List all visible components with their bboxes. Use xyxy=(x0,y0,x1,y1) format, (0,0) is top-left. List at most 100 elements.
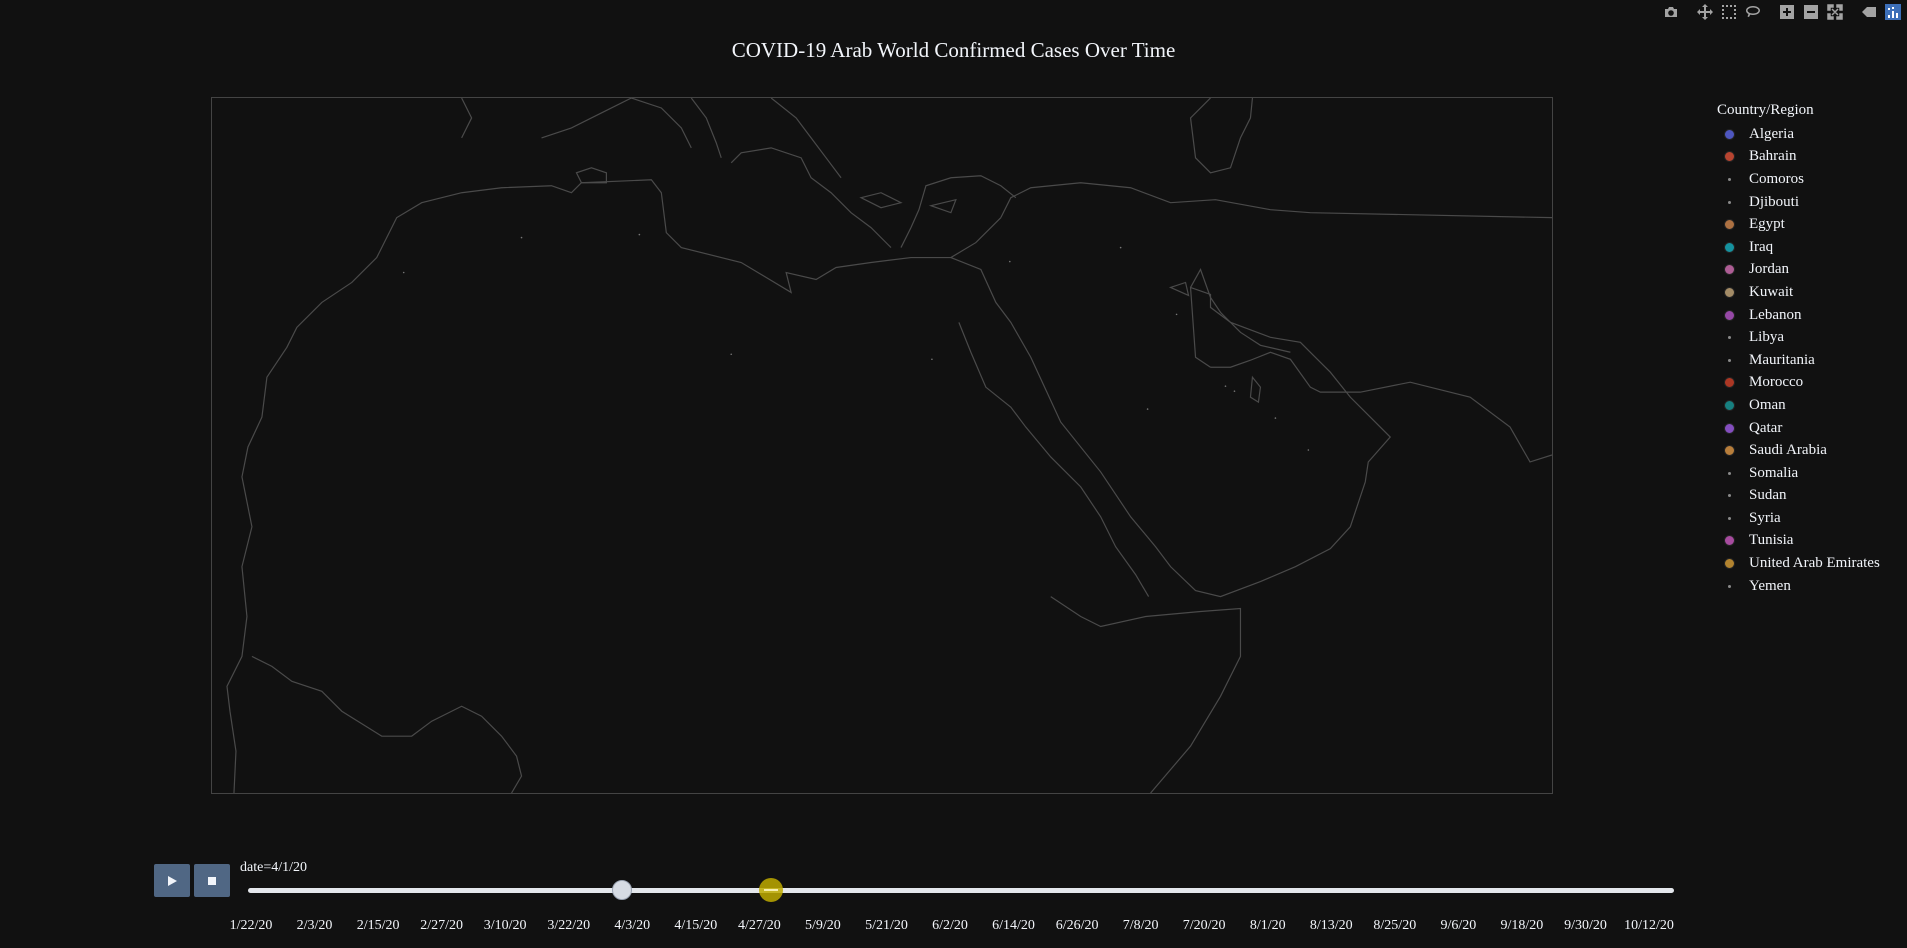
legend-label: Saudi Arabia xyxy=(1749,442,1827,459)
slider-tick-label[interactable]: 7/20/20 xyxy=(1182,918,1226,933)
legend-item[interactable]: Sudan xyxy=(1710,485,1880,508)
legend-dot-icon xyxy=(1723,535,1735,547)
zoom-out-icon[interactable] xyxy=(1801,2,1821,22)
lasso-icon[interactable] xyxy=(1743,2,1763,22)
slider-tick-label[interactable]: 4/15/20 xyxy=(674,918,718,933)
slider-tick-label[interactable]: 5/9/20 xyxy=(805,918,841,933)
marker-bahrain xyxy=(1224,385,1227,387)
slider-tick-label[interactable]: 6/14/20 xyxy=(992,918,1035,933)
legend-label: United Arab Emirates xyxy=(1749,555,1880,572)
slider-tick-label[interactable]: 10/12/20 xyxy=(1624,918,1674,933)
slider-tick-label[interactable]: 1/22/20 xyxy=(229,918,273,933)
legend-dot-icon xyxy=(1727,177,1731,181)
camera-icon[interactable] xyxy=(1661,2,1681,22)
map-svg xyxy=(226,98,1552,793)
slider-tick-label[interactable]: 9/6/20 xyxy=(1440,918,1477,933)
legend-dot-icon xyxy=(1723,445,1735,457)
legend-item[interactable]: Qatar xyxy=(1710,417,1880,440)
legend-marker xyxy=(1710,584,1748,588)
legend-item[interactable]: United Arab Emirates xyxy=(1710,552,1880,575)
hover-closest-icon[interactable] xyxy=(1859,2,1879,22)
slider-track[interactable] xyxy=(248,878,1674,902)
marker-algeria xyxy=(520,236,523,239)
slider-tick-label[interactable]: 8/25/20 xyxy=(1373,918,1417,933)
legend-item[interactable]: Kuwait xyxy=(1710,281,1880,304)
legend-item[interactable]: Yemen xyxy=(1710,575,1880,598)
geo-map[interactable] xyxy=(211,97,1553,794)
legend-item[interactable]: Lebanon xyxy=(1710,304,1880,327)
legend-label: Algeria xyxy=(1749,125,1794,142)
zoom-in-icon[interactable] xyxy=(1777,2,1797,22)
legend-item[interactable]: Mauritania xyxy=(1710,349,1880,372)
legend-label: Jordan xyxy=(1749,261,1789,278)
legend-item[interactable]: Iraq xyxy=(1710,236,1880,259)
legend-item[interactable]: Tunisia xyxy=(1710,530,1880,553)
slider-tick-label[interactable]: 4/3/20 xyxy=(614,918,651,933)
legend-marker xyxy=(1710,422,1748,434)
slider-tick-label[interactable]: 9/30/20 xyxy=(1564,918,1607,933)
slider-tick-label[interactable]: 4/27/20 xyxy=(737,918,781,933)
legend-label: Libya xyxy=(1749,329,1784,346)
slider-hover-pointer[interactable] xyxy=(759,878,783,902)
slider-tick-label[interactable]: 8/1/20 xyxy=(1249,918,1286,933)
slider-current-value: date=4/1/20 xyxy=(240,860,307,875)
legend-item[interactable]: Oman xyxy=(1710,394,1880,417)
slider-tick-label[interactable]: 3/22/20 xyxy=(547,918,591,933)
slider-tick-label[interactable]: 2/27/20 xyxy=(420,918,464,933)
legend-label: Yemen xyxy=(1749,577,1791,594)
slider-tick-label[interactable]: 7/8/20 xyxy=(1122,918,1159,933)
box-select-icon[interactable] xyxy=(1719,2,1739,22)
legend-item[interactable]: Djibouti xyxy=(1710,191,1880,214)
legend-marker xyxy=(1710,471,1748,475)
slider-tick-label[interactable]: 9/18/20 xyxy=(1500,918,1544,933)
legend-dot-icon xyxy=(1723,399,1735,411)
legend-item[interactable]: Bahrain xyxy=(1710,146,1880,169)
legend-marker xyxy=(1710,358,1748,362)
marker-uae xyxy=(1274,417,1277,419)
slider-tick-label[interactable]: 2/15/20 xyxy=(356,918,400,933)
legend-dot-icon xyxy=(1723,422,1735,434)
legend-item[interactable]: Egypt xyxy=(1710,213,1880,236)
legend-dot-icon xyxy=(1723,309,1735,321)
legend-label: Oman xyxy=(1749,396,1786,413)
legend-dot-icon xyxy=(1723,377,1735,389)
legend-item[interactable]: Libya xyxy=(1710,326,1880,349)
marker-syria xyxy=(1119,246,1122,249)
slider-tick-label[interactable]: 6/26/20 xyxy=(1055,918,1099,933)
stop-icon xyxy=(208,876,216,885)
play-button[interactable] xyxy=(154,864,190,897)
legend-item[interactable]: Syria xyxy=(1710,507,1880,530)
legend-label: Syria xyxy=(1749,509,1781,526)
legend: Country/Region Algeria Bahrain Comoros Djib… xyxy=(1710,102,1880,597)
legend-item[interactable]: Jordan xyxy=(1710,259,1880,282)
slider-tick-label[interactable]: 3/10/20 xyxy=(483,918,527,933)
legend-title: Country/Region xyxy=(1717,102,1814,118)
stop-button[interactable] xyxy=(194,864,230,897)
slider-tick-label[interactable]: 6/2/20 xyxy=(932,918,968,933)
slider-handle[interactable] xyxy=(612,880,632,900)
legend-label: Somalia xyxy=(1749,464,1799,481)
marker-egypt xyxy=(931,358,933,361)
legend-item[interactable]: Comoros xyxy=(1710,168,1880,191)
autoscale-icon[interactable] xyxy=(1825,2,1845,22)
legend-label: Sudan xyxy=(1749,487,1787,504)
legend-label: Qatar xyxy=(1749,419,1783,436)
legend-dot-icon xyxy=(1727,516,1731,520)
slider-tick-label[interactable]: 2/3/20 xyxy=(296,918,333,933)
modebar xyxy=(1647,2,1903,22)
plotly-logo-icon[interactable] xyxy=(1883,2,1903,22)
legend-dot-icon xyxy=(1723,128,1735,140)
legend-item[interactable]: Somalia xyxy=(1710,462,1880,485)
legend-item[interactable]: Algeria xyxy=(1710,123,1880,146)
slider-tick-label[interactable]: 8/13/20 xyxy=(1309,918,1353,933)
slider-tick-label[interactable]: 5/21/20 xyxy=(865,918,908,933)
legend-item[interactable]: Saudi Arabia xyxy=(1710,439,1880,462)
pan-icon[interactable] xyxy=(1695,2,1715,22)
legend-marker xyxy=(1710,219,1748,231)
legend-label: Tunisia xyxy=(1749,532,1794,549)
legend-marker xyxy=(1710,494,1748,498)
legend-marker xyxy=(1710,377,1748,389)
legend-item[interactable]: Morocco xyxy=(1710,372,1880,395)
legend-marker xyxy=(1710,535,1748,547)
legend-label: Kuwait xyxy=(1749,283,1794,300)
